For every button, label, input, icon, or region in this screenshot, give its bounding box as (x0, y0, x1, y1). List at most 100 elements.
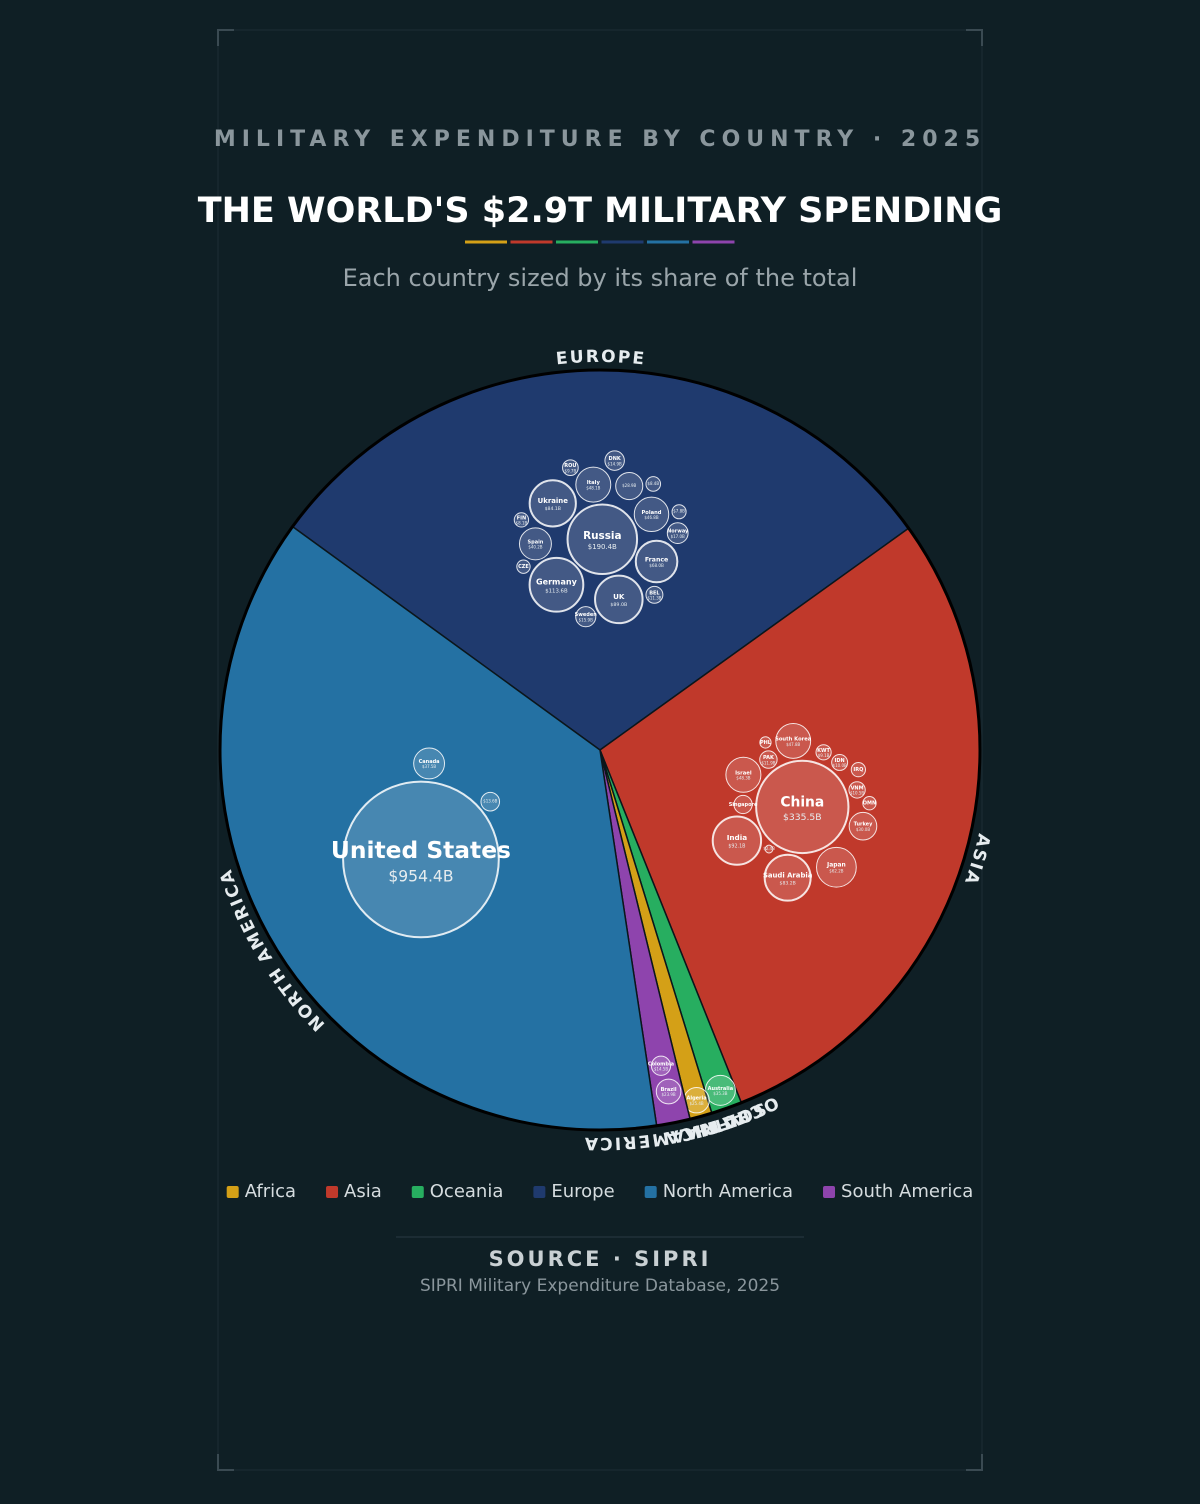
country-name: ROU (564, 463, 576, 469)
legend-label: Oceania (430, 1181, 504, 1202)
country-name: Japan (826, 862, 846, 869)
country-marker (518, 527, 552, 561)
outline (218, 368, 982, 1132)
country-name: DNK (609, 456, 622, 462)
country-name: FIN (517, 515, 526, 521)
country-name: IDN (835, 758, 845, 764)
country-value: $35.3B (713, 1091, 727, 1096)
legend-swatch (411, 1186, 424, 1198)
country-marker (655, 1078, 682, 1105)
country-marker (816, 846, 857, 888)
country-value: $46.8B (644, 515, 658, 520)
country-value: $23.9B (661, 1092, 675, 1097)
legend: Africa Asia Oceania Europe North America Sout… (226, 1181, 973, 1202)
country-value: $954.4B (388, 867, 453, 885)
legend-label: Africa (245, 1181, 296, 1202)
country-name: Sweden (575, 612, 598, 618)
country-name: France (645, 556, 668, 563)
country-name: PAK (763, 755, 775, 761)
country-name: Brazil (661, 1087, 677, 1093)
country-marker (562, 459, 579, 477)
legend-label: Asia (344, 1181, 382, 1202)
country-name: South Korea (775, 736, 812, 742)
legend-label: North America (663, 1181, 793, 1202)
country-value: $48.3B (736, 776, 750, 781)
country-value: $68.0B (649, 563, 664, 568)
country-marker (862, 796, 877, 811)
country-marker (848, 781, 866, 799)
country-name: KWT (817, 748, 830, 754)
country-marker (755, 759, 850, 855)
country-marker (759, 750, 778, 769)
country-name: India (727, 833, 748, 842)
country-name: Israel (735, 770, 752, 776)
country-value: $10.0B (833, 763, 847, 768)
country-marker (711, 815, 763, 866)
country-value: $84.1B (545, 506, 561, 512)
region-label-text: EUROPE (555, 347, 647, 370)
country-name: Colombia (648, 1061, 674, 1067)
country-name: Turkey (854, 822, 873, 828)
country-marker (645, 476, 662, 492)
country-value: $37.5B (422, 764, 436, 769)
country-marker (634, 539, 679, 584)
country-value: $28.9B (622, 483, 636, 488)
country-name: United States (331, 836, 511, 864)
country-marker (671, 504, 687, 520)
chart: Russia$190.4B Germany$113.6B UK$89.0B Ukrai… (216, 347, 992, 1153)
country-name: OMN (863, 801, 876, 807)
legend-swatch (226, 1186, 239, 1198)
country-value: $7.8B (673, 509, 685, 514)
country-marker (480, 791, 501, 812)
country-marker (848, 811, 878, 841)
legend-swatch (644, 1186, 657, 1198)
country-name: Germany (536, 578, 578, 587)
country-value: $11.3B (647, 596, 661, 601)
country-marker (763, 853, 812, 902)
country-name: China (780, 794, 824, 810)
country-value: $30.0B (856, 827, 870, 832)
country-marker (666, 522, 689, 544)
country-marker (575, 466, 612, 503)
country-name: Italy (587, 480, 601, 486)
country-marker (604, 450, 625, 471)
country-name: BEL (649, 590, 660, 596)
country-value: $14.9B (608, 461, 622, 466)
country-value: $11.9B (761, 760, 775, 765)
country-marker (775, 723, 812, 759)
region-label: EUROPE (555, 347, 645, 370)
country-value: $13.6B (483, 799, 497, 804)
country-name: Algeria (687, 1096, 707, 1102)
country-name: Singapore (729, 802, 758, 808)
source-text: SIPRI Military Expenditure Database, 202… (420, 1276, 780, 1296)
country-name: CZE (518, 564, 529, 570)
country-marker (764, 844, 774, 854)
country-value: $8.1B (516, 521, 528, 526)
country-marker (615, 472, 644, 501)
country-value: $47.8B (786, 742, 800, 747)
kicker: MILITARY EXPENDITURE BY COUNTRY · 2025 (214, 127, 986, 152)
legend-label: South America (841, 1181, 973, 1202)
country-marker (645, 585, 664, 604)
country-value: $15.9B (579, 617, 593, 622)
country-value: $14.5B (654, 1067, 668, 1072)
country-marker (815, 744, 832, 761)
frame-corners (217, 29, 983, 1471)
country-marker (725, 756, 762, 793)
country-value: $2.4B (763, 846, 775, 851)
country-name: Norway (667, 529, 689, 535)
country-name: Australia (708, 1086, 733, 1092)
country-marker (850, 762, 867, 778)
country-name: IRQ (853, 767, 863, 773)
country-name: Spain (528, 539, 544, 545)
country-value: $190.4B (588, 543, 617, 551)
country-marker (528, 479, 577, 528)
country-marker (759, 736, 772, 749)
country-value: $335.5B (783, 812, 822, 823)
country-value: $40.2B (528, 545, 542, 550)
legend-swatch (326, 1186, 339, 1198)
country-value: $113.6B (545, 588, 568, 594)
country-value: $62.2B (829, 869, 843, 874)
country-value: $25.4B (689, 1101, 703, 1106)
